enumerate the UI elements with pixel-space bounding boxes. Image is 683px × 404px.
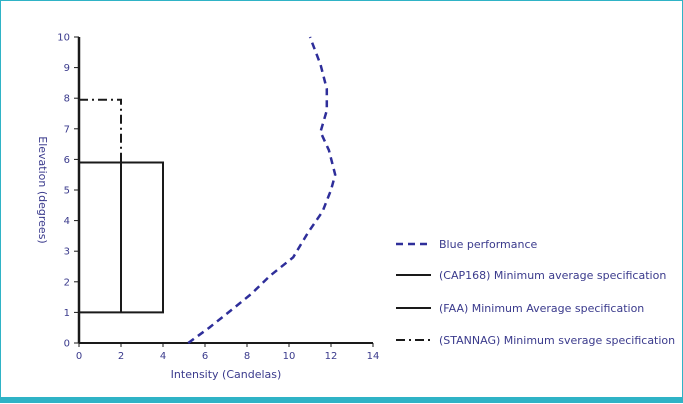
y-tick-label: 7 [64,124,70,135]
y-tick-label: 2 [64,277,70,288]
x-tick-label: 6 [202,351,208,362]
x-tick-label: 4 [160,351,166,362]
y-tick-label: 9 [64,63,70,74]
legend-label: Blue performance [439,238,538,251]
series-line-0 [187,36,337,345]
axes [74,36,374,347]
y-axis-label: Elevation (degrees) [36,136,49,243]
y-tick-label: 6 [64,155,70,166]
y-tick-label: 10 [57,33,70,44]
series-layer [79,36,337,345]
legend-label: (FAA) Minimum Average specification [439,302,644,315]
x-tick-label: 0 [76,351,82,362]
x-tick-label: 8 [244,351,250,362]
y-tick-label: 8 [64,94,70,105]
legend: Blue performance (CAP168) Minimum average… [396,238,675,347]
x-tick-label: 2 [118,351,124,362]
y-tick-label: 5 [64,186,70,197]
legend-label: (STANNAG) Minimum sverage specification [439,334,675,347]
x-tick-label: 10 [283,351,296,362]
y-tick-label: 4 [64,216,70,227]
x-tick-label: 12 [325,351,338,362]
x-axis-label: Intensity (Candelas) [171,368,282,381]
y-tick-label: 3 [64,247,70,258]
legend-label: (CAP168) Minimum average specification [439,269,666,282]
x-tick-label: 14 [367,351,380,362]
y-tick-label: 0 [64,339,70,350]
series-line-3 [79,98,122,163]
y-tick-label: 1 [64,308,70,319]
